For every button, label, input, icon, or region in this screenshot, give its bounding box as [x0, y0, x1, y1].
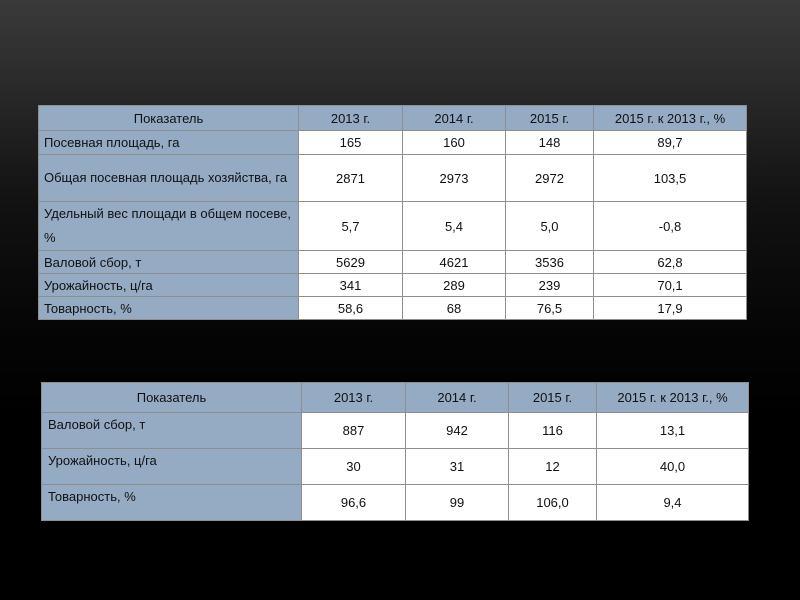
table-cell: 12 — [508, 448, 597, 485]
row-label: Общая посевная площадь хозяйства, га — [38, 154, 299, 202]
table-cell: 9,4 — [596, 484, 749, 521]
table-cell: 3536 — [505, 250, 594, 274]
table-cell: 58,6 — [298, 296, 403, 320]
table-cell: 40,0 — [596, 448, 749, 485]
table-cell: 116 — [508, 412, 597, 449]
row-label: Посевная площадь, га — [38, 130, 299, 155]
header-cell: 2015 г. к 2013 г., % — [596, 382, 749, 413]
table-cell: 5,0 — [505, 201, 594, 251]
table-cell: -0,8 — [593, 201, 747, 251]
table-cell: 62,8 — [593, 250, 747, 274]
table-cell: 30 — [301, 448, 406, 485]
table-row: Урожайность, ц/га 341 289 239 70,1 — [38, 273, 747, 297]
row-label: Урожайность, ц/га — [38, 273, 299, 297]
row-label: Валовой сбор, т — [41, 412, 302, 449]
table-row: Урожайность, ц/га 30 31 12 40,0 — [41, 448, 749, 485]
table-cell: 17,9 — [593, 296, 747, 320]
table-cell: 13,1 — [596, 412, 749, 449]
table-cell: 239 — [505, 273, 594, 297]
header-cell: 2015 г. к 2013 г., % — [593, 105, 747, 131]
indicators-table-2: Показатель 2013 г. 2014 г. 2015 г. 2015 … — [41, 382, 749, 521]
table-cell: 2972 — [505, 154, 594, 202]
table-cell: 31 — [405, 448, 509, 485]
header-cell: 2014 г. — [402, 105, 506, 131]
table-header-row: Показатель 2013 г. 2014 г. 2015 г. 2015 … — [38, 105, 747, 131]
row-label: Товарность, % — [38, 296, 299, 320]
table-cell: 70,1 — [593, 273, 747, 297]
row-label: Валовой сбор, т — [38, 250, 299, 274]
table-row: Валовой сбор, т 887 942 116 13,1 — [41, 412, 749, 449]
table-cell: 96,6 — [301, 484, 406, 521]
table-row: Посевная площадь, га 165 160 148 89,7 — [38, 130, 747, 155]
table-row: Удельный вес площади в общем посеве, % 5… — [38, 201, 747, 251]
table-row: Валовой сбор, т 5629 4621 3536 62,8 — [38, 250, 747, 274]
table-cell: 4621 — [402, 250, 506, 274]
table-cell: 887 — [301, 412, 406, 449]
header-cell: 2013 г. — [298, 105, 403, 131]
header-cell: Показатель — [38, 105, 299, 131]
table-row: Товарность, % 96,6 99 106,0 9,4 — [41, 484, 749, 521]
table-cell: 160 — [402, 130, 506, 155]
header-cell: 2015 г. — [508, 382, 597, 413]
table-row: Общая посевная площадь хозяйства, га 287… — [38, 154, 747, 202]
table-cell: 165 — [298, 130, 403, 155]
table-cell: 341 — [298, 273, 403, 297]
table-cell: 2973 — [402, 154, 506, 202]
table-cell: 2871 — [298, 154, 403, 202]
table-row: Товарность, % 58,6 68 76,5 17,9 — [38, 296, 747, 320]
row-label: Товарность, % — [41, 484, 302, 521]
header-cell: Показатель — [41, 382, 302, 413]
table-cell: 5,7 — [298, 201, 403, 251]
table-cell: 99 — [405, 484, 509, 521]
table-cell: 148 — [505, 130, 594, 155]
table-cell: 5,4 — [402, 201, 506, 251]
header-cell: 2014 г. — [405, 382, 509, 413]
indicators-table-1: Показатель 2013 г. 2014 г. 2015 г. 2015 … — [38, 105, 747, 320]
table-cell: 942 — [405, 412, 509, 449]
table-cell: 68 — [402, 296, 506, 320]
table-cell: 76,5 — [505, 296, 594, 320]
table-cell: 289 — [402, 273, 506, 297]
row-label: Урожайность, ц/га — [41, 448, 302, 485]
table-cell: 106,0 — [508, 484, 597, 521]
table-cell: 103,5 — [593, 154, 747, 202]
table-header-row: Показатель 2013 г. 2014 г. 2015 г. 2015 … — [41, 382, 749, 413]
header-cell: 2013 г. — [301, 382, 406, 413]
row-label: Удельный вес площади в общем посеве, % — [38, 201, 299, 251]
header-cell: 2015 г. — [505, 105, 594, 131]
table-cell: 5629 — [298, 250, 403, 274]
table-cell: 89,7 — [593, 130, 747, 155]
